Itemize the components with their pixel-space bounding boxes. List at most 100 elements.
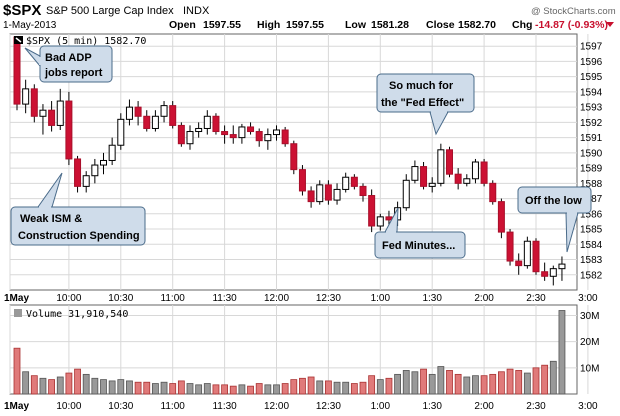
volume-bar [446,370,453,395]
y-tick-label: 1583 [580,255,603,266]
callout-fed-effect: So much for the "Fed Effect" [376,73,475,136]
legend-volume-icon [14,309,22,317]
candle-body [221,131,229,136]
candle-body [203,115,211,129]
candle [195,122,203,138]
candle [290,140,298,175]
volume-bar [126,380,133,395]
candle [48,101,56,132]
candle-body [523,240,531,267]
callout-box [517,186,592,214]
candle [489,180,497,205]
volume-bar [65,372,73,395]
volume-bar [497,371,505,395]
low-label: Low [345,19,367,31]
candle [203,110,211,135]
candle-body [411,166,419,181]
candle-body [376,216,384,227]
chg-label: Chg [512,19,532,31]
candle-body [471,161,479,180]
open-label: Open [169,19,196,31]
volume-bar [273,384,280,395]
candle-body [290,143,298,171]
candle-body [402,179,410,209]
volume-bar [238,384,246,395]
candle [169,101,177,129]
x-tick-label: 10:00 [56,401,81,412]
volume-bar [437,366,445,395]
volume-bar [307,376,315,395]
volume-bar [229,385,237,395]
callout-line: Fed Minutes... [382,240,455,252]
callout-off-the-low: Off the low [517,186,592,253]
callout-line: So much for [389,80,454,92]
volume-bar [316,380,324,395]
candle-body [489,182,497,203]
candle-body [506,231,514,262]
volume-bar [281,383,289,395]
candle-body [151,115,159,129]
volume-bar [558,310,566,395]
candle [428,177,436,193]
candle [22,79,30,114]
candle-body [100,159,107,166]
callout-box [376,73,475,113]
volume-bar [402,370,410,395]
volume-bar [376,379,384,395]
x-tick-label: 12:00 [264,401,289,412]
candle [437,143,445,187]
volume-bar [255,383,263,395]
volume-bar [368,375,376,395]
candle [368,189,376,233]
x-tick-label: 11:30 [212,401,237,412]
candle-body [316,184,324,203]
x-tick-label: 10:30 [108,293,133,304]
candle-body [56,100,64,126]
close-value: 1582.70 [458,19,496,31]
volume-bar [463,376,471,395]
candle-body [368,195,376,227]
volume-bar [39,377,47,395]
candlesticks [13,36,566,286]
candle-body [333,188,341,201]
y-tick-label: 1589 [580,164,603,175]
volume-bar [489,373,497,395]
candle [229,125,237,144]
candle-body [541,271,549,277]
volume-bar [532,367,540,395]
candle [497,198,505,239]
candle [333,183,341,205]
volume-bar [30,375,38,395]
candle [56,88,64,130]
high-value: 1597.55 [286,19,324,31]
candle-body [117,118,125,146]
volume-bar [212,384,220,395]
candle [212,113,220,135]
volume-bar [48,379,55,395]
x-tick-label: 2:30 [526,401,546,412]
time-axis-volume: 1May 10:00 10:30 11:00 11:30 12:00 12:30 1:00 1:… [4,401,598,412]
y-tick-label: 1582 [580,270,603,281]
candle-body [30,88,38,117]
candle [316,180,324,205]
x-tick-label: 1:30 [422,293,442,304]
y-tick-label: 1586 [580,209,603,220]
candle [39,104,47,135]
legend-candle-mark [15,37,22,43]
volume-bar [411,371,419,395]
candle [515,253,523,275]
candle-body [13,36,21,105]
candle [480,158,488,187]
x-tick-label: 1May [4,401,29,412]
candle [13,36,21,111]
candle-body [307,190,315,203]
candle [143,110,151,132]
candle [359,183,367,202]
volume-bars [13,310,566,395]
x-tick-label: 12:30 [316,293,341,304]
candle-body [273,129,280,136]
volume-bar [541,364,549,395]
x-tick-label: 1May [4,293,29,304]
y-tick-label: 1593 [580,103,603,114]
candle-body [385,216,393,221]
